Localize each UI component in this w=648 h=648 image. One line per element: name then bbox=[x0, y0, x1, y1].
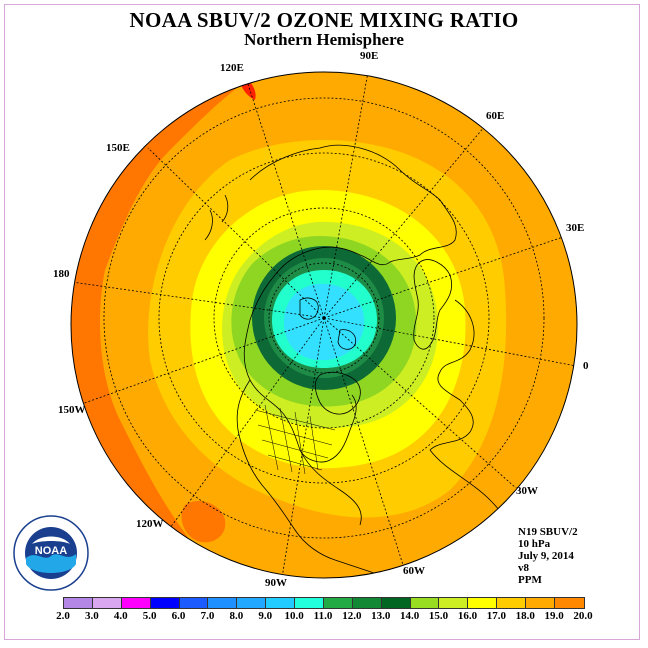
colorbar-swatch bbox=[295, 598, 324, 608]
lon-label-0: 0 bbox=[583, 360, 589, 372]
colorbar-tick-label: 15.0 bbox=[428, 610, 449, 622]
lon-label-60w: 60W bbox=[403, 565, 425, 577]
colorbar-swatch bbox=[439, 598, 469, 608]
field-9 bbox=[284, 283, 365, 361]
colorbar-swatch bbox=[410, 598, 440, 608]
colorbar-swatch bbox=[121, 598, 151, 608]
colorbar-tick-label: 20.0 bbox=[573, 610, 593, 622]
coast-europe bbox=[429, 299, 475, 451]
lon-label-60e: 60E bbox=[486, 110, 505, 122]
field-18-west-band bbox=[71, 72, 260, 578]
colorbar-tick-label: 17.0 bbox=[486, 610, 506, 622]
colorbar-swatch bbox=[381, 598, 411, 608]
colorbar-swatch bbox=[64, 598, 93, 608]
colorbar-swatch bbox=[237, 598, 267, 608]
coast-eurasia bbox=[249, 144, 457, 321]
us-state-grid bbox=[254, 404, 336, 475]
colorbar-swatch bbox=[468, 598, 498, 608]
map-boundary bbox=[70, 71, 578, 579]
colorbar-tick-label: 7.0 bbox=[200, 610, 215, 622]
colorbar-swatch bbox=[150, 598, 180, 608]
lon-label-30e: 30E bbox=[566, 222, 585, 234]
colorbar-tick-label: 12.0 bbox=[342, 610, 362, 622]
lon-label-90w: 90W bbox=[265, 577, 287, 589]
info-unit: PPM bbox=[518, 574, 542, 586]
noaa-logo: NOAA bbox=[13, 515, 89, 591]
map-title: NOAA SBUV/2 OZONE MIXING RATIO bbox=[129, 8, 519, 32]
lon-label-180: 180 bbox=[53, 268, 70, 280]
colorbar-tick-label: 4.0 bbox=[113, 610, 128, 622]
lon-label-150e: 150E bbox=[106, 142, 130, 154]
colorbar-tick-label: 13.0 bbox=[371, 610, 391, 622]
colorbar bbox=[63, 597, 585, 609]
colorbar-tick-label: 14.0 bbox=[400, 610, 420, 622]
lon-label-120e: 120E bbox=[220, 62, 244, 74]
lon-label-90e: 90E bbox=[360, 50, 379, 62]
colorbar-swatch bbox=[497, 598, 526, 608]
map-subtitle: Northern Hemisphere bbox=[244, 30, 404, 49]
info-date: July 9, 2014 bbox=[518, 550, 574, 562]
info-panel: N19 SBUV/2 10 hPa July 9, 2014 v8 PPM bbox=[518, 526, 578, 586]
colorbar-tick-label: 10.0 bbox=[284, 610, 304, 622]
info-pressure: 10 hPa bbox=[518, 538, 551, 550]
colorbar-swatch bbox=[554, 598, 584, 608]
graticule bbox=[71, 72, 577, 578]
info-version: v8 bbox=[518, 562, 529, 574]
colorbar-swatch bbox=[323, 598, 353, 608]
colorbar-swatch bbox=[92, 598, 122, 608]
coast-japan bbox=[204, 194, 229, 241]
colorbar-tick-label: 18.0 bbox=[515, 610, 535, 622]
coast-gulf bbox=[299, 449, 362, 526]
coast-greenland bbox=[314, 371, 361, 415]
lon-label-150w: 150W bbox=[58, 404, 86, 416]
colorbar-tick-label: 16.0 bbox=[457, 610, 478, 622]
colorbar-tick-label: 11.0 bbox=[313, 610, 333, 622]
lon-label-120w: 120W bbox=[136, 518, 164, 530]
colorbar-tick-label: 5.0 bbox=[142, 610, 157, 622]
coast-na-west bbox=[236, 379, 381, 576]
colorbar-swatch bbox=[526, 598, 555, 608]
plot-frame bbox=[4, 4, 640, 640]
colorbar-tick-label: 8.0 bbox=[229, 610, 244, 622]
field-18-alaska-spot bbox=[181, 500, 226, 543]
colorbar-swatch bbox=[179, 598, 209, 608]
colorbar-swatch bbox=[208, 598, 238, 608]
colorbar-tick-label: 9.0 bbox=[258, 610, 273, 622]
colorbar-tick-label: 6.0 bbox=[171, 610, 186, 622]
colorbar-tick-label: 3.0 bbox=[85, 610, 99, 622]
colorbar-swatch bbox=[352, 598, 382, 608]
info-satellite: N19 SBUV/2 bbox=[518, 526, 578, 538]
colorbar-swatch bbox=[266, 598, 295, 608]
lon-label-30w: 30W bbox=[516, 485, 538, 497]
colorbar-tick-label: 2.0 bbox=[56, 610, 70, 622]
colorbar-tick-label: 19.0 bbox=[544, 610, 564, 622]
noaa-logo-text: NOAA bbox=[35, 545, 67, 557]
